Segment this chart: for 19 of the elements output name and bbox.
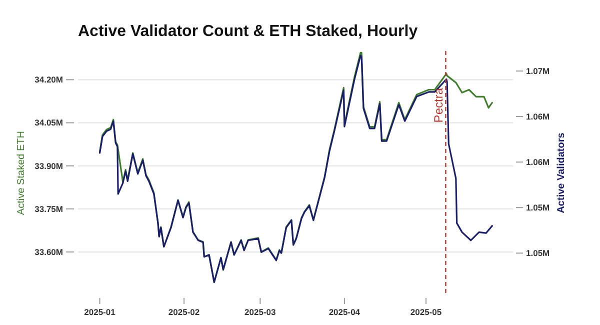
x-tick-label: 2025-02 [168,307,200,317]
y2-tick-label: 1.05M [526,202,550,213]
y2-axis-title: Active Validators [556,132,567,214]
chart-title: Active Validator Count & ETH Staked, Hourly [78,23,418,40]
y-axis-title: Active Staked ETH [16,131,27,215]
x-tick-label: 2025-05 [410,307,442,317]
y-tick-label: 33.60M [34,246,63,257]
y-tick-label: 34.20M [34,74,63,85]
x-tick-label: 2025-04 [328,307,360,317]
y2-tick-label: 1.06M [526,157,550,168]
ref-line-label: Pectra [432,88,446,123]
y-tick-label: 33.75M [34,204,63,214]
y2-tick-label: 1.06M [526,112,550,122]
x-tick-label: 2025-03 [244,307,276,317]
x-tick-label: 2025-01 [84,307,116,317]
y2-tick-label: 1.07M [526,66,550,76]
y-tick-label: 34.05M [34,118,63,128]
y-tick-label: 33.90M [34,160,63,171]
y2-tick-label: 1.05M [526,248,550,258]
